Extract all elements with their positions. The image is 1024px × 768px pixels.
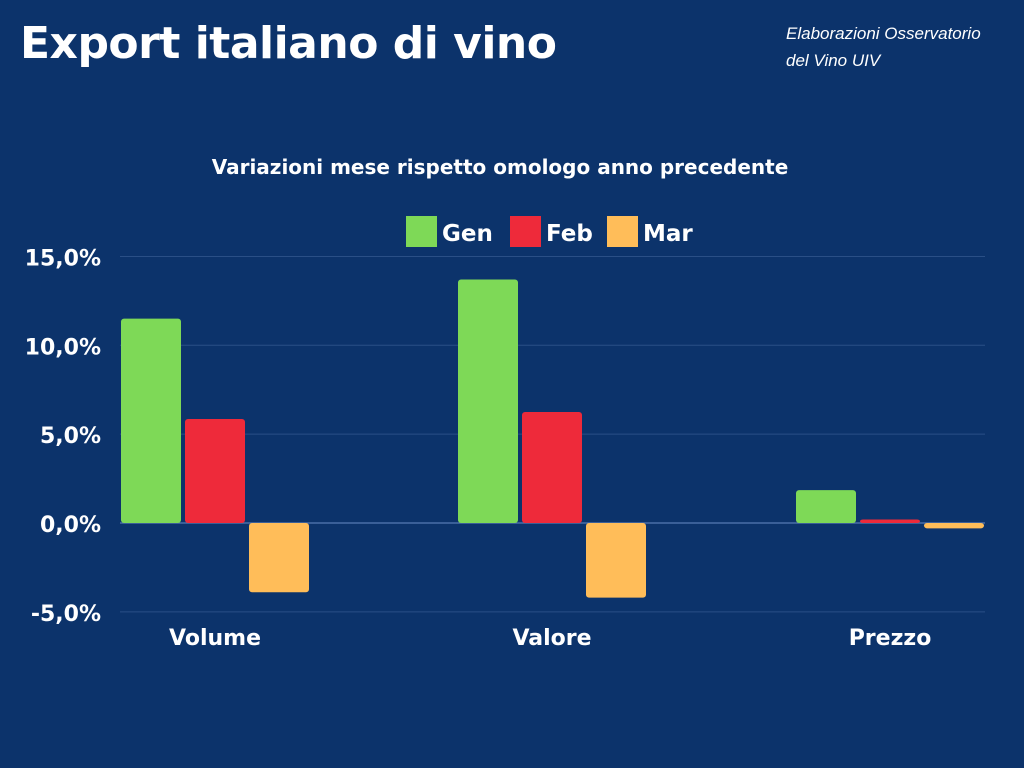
page-title: Export italiano di vino bbox=[20, 18, 557, 69]
bar-feb-valore bbox=[522, 411, 582, 523]
y-tick-label: -5,0% bbox=[31, 602, 101, 627]
bar-gen-valore bbox=[458, 279, 518, 523]
chart-title: Variazioni mese rispetto omologo anno pr… bbox=[212, 155, 789, 179]
source-note: Elaborazioni Osservatorio del Vino UIV bbox=[786, 20, 1016, 74]
y-tick-label: 15,0% bbox=[25, 246, 101, 271]
legend-label: Feb bbox=[546, 221, 593, 247]
bar-feb-prezzo bbox=[860, 519, 920, 523]
y-tick-label: 5,0% bbox=[40, 424, 101, 449]
bar-gen-prezzo bbox=[796, 490, 856, 523]
y-tick-label: 0,0% bbox=[40, 513, 101, 538]
y-tick-label: 10,0% bbox=[25, 335, 101, 360]
bar-mar-valore bbox=[586, 523, 646, 598]
bar-mar-volume bbox=[249, 523, 309, 593]
x-tick-label: Prezzo bbox=[849, 626, 932, 651]
bar-mar-prezzo bbox=[924, 523, 984, 529]
legend-swatch bbox=[406, 216, 437, 247]
legend-label: Mar bbox=[643, 221, 693, 247]
x-tick-label: Volume bbox=[169, 626, 261, 651]
bar-feb-volume bbox=[185, 419, 245, 523]
legend-swatch bbox=[607, 216, 638, 247]
legend-swatch bbox=[510, 216, 541, 247]
x-tick-label: Valore bbox=[512, 626, 591, 651]
legend-label: Gen bbox=[442, 221, 493, 247]
source-line: del Vino UIV bbox=[786, 51, 881, 70]
bar-gen-volume bbox=[121, 318, 181, 523]
source-line: Elaborazioni Osservatorio bbox=[786, 24, 981, 43]
